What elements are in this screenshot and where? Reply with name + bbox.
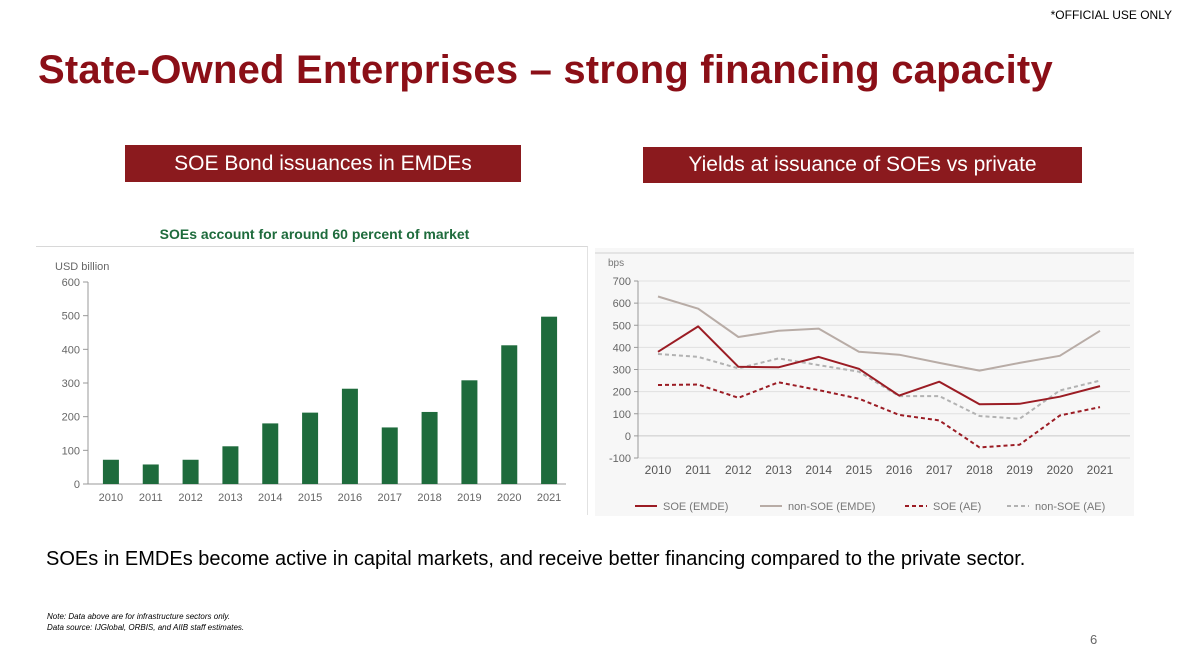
y-tick-label: 300: [613, 365, 631, 377]
y-axis-label: bps: [608, 258, 624, 269]
yields-banner-label: Yields at issuance of SOEs vs private: [688, 153, 1037, 176]
summary-text: SOEs in EMDEs become active in capital m…: [46, 548, 1026, 570]
line-chart: bps -100 0 100 200 300 400 500 600 700 2010 2011 201…: [595, 252, 1134, 513]
source-line: Data source: IJGlobal, ORBIS, and AIIB s…: [47, 623, 245, 632]
bar-chart-panel: USD billion 0 100 200 300 400 500 600 2010 2011 20…: [36, 246, 588, 515]
series-line-non-soe-ae: [657, 353, 1101, 420]
x-tick-label: 2018: [966, 463, 993, 477]
legend-label: SOE (EMDE): [663, 501, 728, 513]
line-chart-panel: bps -100 0 100 200 300 400 500 600 700 2010 2011 201…: [595, 248, 1134, 516]
bar-2012: [182, 459, 199, 484]
x-tick-label: 2014: [805, 463, 832, 477]
x-tick-label: 2013: [765, 463, 792, 477]
bar-2017: [381, 427, 398, 484]
legend-label: non-SOE (EMDE): [788, 501, 875, 513]
y-tick-label: 200: [613, 387, 631, 399]
x-tick-label: 2018: [417, 492, 441, 504]
bar-chart-title: SOEs account for around 60 percent of ma…: [159, 226, 470, 242]
x-tick-label: 2019: [457, 492, 481, 504]
bar-2021: [541, 316, 558, 484]
x-tick-label: 2015: [298, 492, 322, 504]
x-tick-label: 2010: [645, 463, 672, 477]
page-number: 6: [1090, 632, 1098, 647]
x-tick-label: 2020: [497, 492, 521, 504]
x-tick-label: 2021: [537, 492, 561, 504]
bar-2018: [421, 411, 438, 484]
y-tick-label: 500: [62, 311, 80, 323]
bar-chart: USD billion 0 100 200 300 400 500 600 2010 2011 20…: [55, 261, 566, 504]
y-tick-label: 600: [62, 277, 80, 289]
bar-2013: [222, 446, 239, 484]
legend-label: non-SOE (AE): [1035, 501, 1105, 513]
official-use-label: *OFFICIAL USE ONLY: [1050, 8, 1172, 22]
series-line-non-soe-emde: [657, 295, 1101, 372]
x-tick-label: 2011: [139, 492, 163, 504]
footnotes: Note: Data above are for infrastructure …: [47, 611, 244, 633]
x-tick-label: 2014: [258, 492, 282, 504]
y-tick-label: 500: [613, 320, 631, 332]
y-tick-label: 0: [74, 479, 80, 491]
x-tick-label: 2016: [338, 492, 362, 504]
x-tick-label: 2019: [1006, 463, 1033, 477]
x-tick-label: 2021: [1087, 463, 1114, 477]
x-tick-label: 2017: [926, 463, 953, 477]
y-tick-label: 100: [613, 409, 631, 421]
bar-2015: [302, 412, 319, 484]
series-line-soe-emde: [657, 325, 1101, 406]
note-line: Note: Data above are for infrastructure …: [47, 612, 231, 621]
y-tick-label: 600: [613, 298, 631, 310]
y-tick-label: 0: [625, 431, 631, 443]
bar-2020: [501, 345, 518, 484]
bar-2016: [341, 388, 358, 484]
page-title: State-Owned Enterprises – strong financi…: [38, 48, 1053, 92]
x-tick-label: 2015: [846, 463, 873, 477]
y-tick-label: 100: [62, 445, 80, 457]
y-tick-label: 300: [62, 378, 80, 390]
bar-2019: [461, 380, 478, 484]
yields-banner: Yields at issuance of SOEs vs private: [643, 147, 1082, 183]
legend-label: SOE (AE): [933, 501, 981, 513]
x-tick-label: 2016: [886, 463, 913, 477]
x-tick-label: 2011: [685, 463, 711, 477]
bar-2014: [262, 423, 279, 484]
x-tick-label: 2020: [1046, 463, 1073, 477]
bar-2011: [142, 464, 159, 484]
bond-issuance-banner: SOE Bond issuances in EMDEs: [125, 145, 521, 182]
bond-issuance-banner-label: SOE Bond issuances in EMDEs: [174, 151, 472, 175]
y-tick-label: 700: [613, 276, 631, 288]
x-tick-label: 2017: [378, 492, 402, 504]
y-tick-label: 400: [613, 342, 631, 354]
y-tick-label: -100: [609, 453, 631, 465]
x-tick-label: 2012: [178, 492, 202, 504]
x-tick-label: 2012: [725, 463, 752, 477]
bar-2010: [102, 459, 119, 484]
x-tick-label: 2013: [218, 492, 242, 504]
y-tick-label: 400: [62, 344, 80, 356]
y-axis-label: USD billion: [55, 261, 109, 273]
x-tick-label: 2010: [99, 492, 123, 504]
y-tick-label: 200: [62, 412, 80, 424]
series-line-soe-ae: [657, 381, 1101, 449]
